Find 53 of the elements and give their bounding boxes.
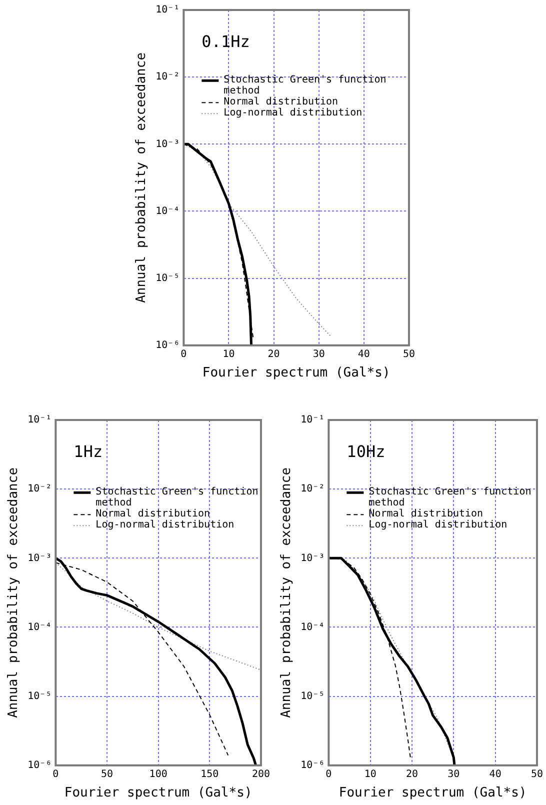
x-axis-title: Fourier spectrum (Gal*s): [64, 786, 252, 801]
legend-label: Log-normal distribution: [96, 520, 234, 531]
x-tick-label: 0: [326, 768, 332, 780]
y-tick-label: 10⁻³: [156, 138, 180, 150]
legend-label: Log-normal distribution: [224, 108, 362, 119]
x-tick-label: 200: [252, 768, 270, 780]
x-tick-label: 150: [200, 768, 219, 780]
y-tick-label: 10⁻⁴: [300, 622, 325, 633]
legend-label: Normal distribution: [96, 508, 210, 520]
y-axis-title: Annual probability of exceedance: [134, 52, 150, 303]
x-tick-label: 50: [402, 348, 416, 360]
y-axis-title: Annual probability of exceedance: [6, 467, 22, 718]
x-tick-label: 40: [489, 768, 502, 780]
y-tick-label: 10⁻¹: [300, 414, 325, 426]
y-tick-label: 10⁻²: [28, 484, 52, 495]
y-tick-label: 10⁻³: [28, 552, 52, 564]
y-tick-label: 10⁻¹: [156, 4, 180, 16]
y-tick-label: 10⁻⁴: [156, 206, 180, 217]
x-tick-label: 20: [268, 348, 280, 360]
y-tick-label: 10⁻²: [156, 72, 180, 83]
x-tick-label: 40: [358, 348, 370, 360]
y-tick-label: 10⁻⁶: [300, 760, 325, 771]
x-tick-label: 0: [52, 768, 59, 780]
legend-label: Stochastic Green's function method: [368, 486, 532, 509]
x-tick-label: 30: [448, 768, 460, 780]
annotation: 10Hz: [346, 442, 386, 462]
y-tick-label: 10⁻⁶: [156, 340, 180, 351]
y-tick-label: 10⁻²: [300, 484, 325, 495]
x-tick-label: 50: [530, 768, 544, 780]
legend-label: Normal distribution: [368, 508, 484, 520]
annotation: 0.1Hz: [202, 32, 250, 52]
y-tick-label: 10⁻¹: [28, 414, 52, 426]
x-tick-label: 20: [406, 768, 418, 780]
legend-label: Stochastic Green's function method: [96, 486, 258, 509]
x-tick-label: 10: [222, 348, 235, 360]
y-tick-label: 10⁻⁵: [300, 690, 325, 702]
legend-label: Stochastic Green's function method: [224, 74, 386, 97]
x-tick-label: 0: [180, 348, 187, 360]
legend-label: Normal distribution: [224, 96, 338, 108]
y-tick-label: 10⁻⁶: [28, 760, 52, 771]
annotation: 1Hz: [74, 442, 103, 462]
y-tick-label: 10⁻⁵: [28, 690, 52, 702]
x-axis-title: Fourier spectrum (Gal*s): [202, 366, 390, 381]
y-axis-title: Annual probability of exceedance: [279, 467, 294, 718]
y-tick-label: 10⁻⁴: [28, 622, 52, 633]
x-tick-label: 50: [100, 768, 114, 780]
y-tick-label: 10⁻⁵: [156, 272, 180, 284]
legend-label: Log-normal distribution: [368, 520, 508, 531]
x-tick-label: 30: [312, 348, 325, 360]
x-tick-label: 10: [364, 768, 376, 780]
x-axis-title: Fourier spectrum (Gal*s): [338, 786, 527, 801]
x-tick-label: 100: [149, 768, 168, 780]
y-tick-label: 10⁻³: [300, 552, 325, 564]
